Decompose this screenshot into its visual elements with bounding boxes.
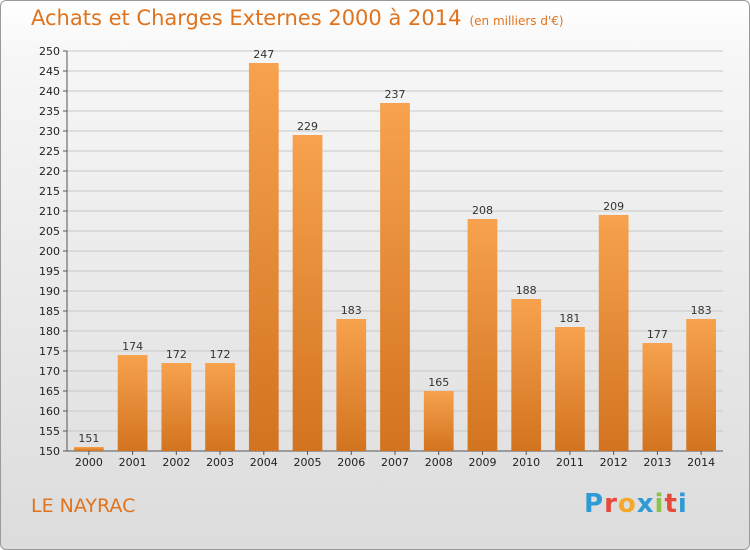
x-tick-label-2003: 2003 — [206, 456, 234, 469]
bar-2012 — [598, 215, 629, 451]
x-tick-label-2004: 2004 — [250, 456, 278, 469]
data-label-2004: 247 — [253, 48, 274, 61]
bar-2004 — [248, 63, 279, 451]
logo-letter: i — [677, 489, 688, 519]
logo-letter: o — [617, 489, 637, 519]
logo-letter: x — [636, 489, 655, 519]
y-tick-label: 215 — [39, 185, 60, 198]
title-unit: (en milliers d'€) — [469, 14, 564, 28]
commune-name: LE NAYRAC — [31, 495, 136, 517]
data-label-2000: 151 — [78, 432, 99, 445]
y-tick-label: 175 — [39, 345, 60, 358]
x-tick-label-2010: 2010 — [512, 456, 540, 469]
logo-letter: P — [584, 489, 605, 519]
y-tick-label: 180 — [39, 325, 60, 338]
y-tick-label: 150 — [39, 445, 60, 458]
logo-letter: t — [664, 489, 678, 519]
y-tick-label: 190 — [39, 285, 60, 298]
proxiti-logo: Proxiti — [584, 489, 688, 519]
data-label-2008: 165 — [428, 376, 449, 389]
x-tick-label-2009: 2009 — [468, 456, 496, 469]
data-label-2009: 208 — [472, 204, 493, 217]
bar-2014 — [686, 319, 717, 451]
title-text: Achats et Charges Externes 2000 à 2014 — [31, 6, 462, 30]
data-label-2014: 183 — [691, 304, 712, 317]
y-tick-label: 225 — [39, 145, 60, 158]
bar-2005 — [292, 135, 323, 451]
bars — [73, 63, 717, 451]
x-tick-label-2002: 2002 — [162, 456, 190, 469]
y-tick-label: 160 — [39, 405, 60, 418]
bar-2009 — [467, 219, 498, 451]
data-label-2006: 183 — [341, 304, 362, 317]
labels: 150 155 160 165 170 175 180 185 190 195 200 205 210 2… — [39, 45, 715, 469]
bar-2008 — [423, 391, 454, 451]
y-tick-label: 195 — [39, 265, 60, 278]
y-tick-label: 220 — [39, 165, 60, 178]
bar-2010 — [511, 299, 542, 451]
x-tick-label-2006: 2006 — [337, 456, 365, 469]
y-tick-label: 250 — [39, 45, 60, 58]
bar-2007 — [380, 103, 410, 451]
x-tick-label-2014: 2014 — [687, 456, 715, 469]
data-label-2002: 172 — [166, 348, 187, 361]
bar-2002 — [161, 363, 192, 451]
data-label-2005: 229 — [297, 120, 318, 133]
x-tick-label-2012: 2012 — [600, 456, 628, 469]
y-tick-label: 240 — [39, 85, 60, 98]
data-label-2011: 181 — [559, 312, 580, 325]
y-tick-label: 185 — [39, 305, 60, 318]
x-tick-label-2013: 2013 — [643, 456, 671, 469]
y-tick-label: 245 — [39, 65, 60, 78]
y-tick-label: 205 — [39, 225, 60, 238]
bar-2000 — [73, 447, 104, 451]
x-tick-label-2005: 2005 — [294, 456, 322, 469]
chart-title: Achats et Charges Externes 2000 à 2014 (e… — [31, 6, 564, 30]
data-label-2007: 237 — [385, 88, 406, 101]
y-tick-label: 155 — [39, 425, 60, 438]
y-tick-label: 230 — [39, 125, 60, 138]
y-tick-label: 170 — [39, 365, 60, 378]
x-tick-label-2001: 2001 — [119, 456, 147, 469]
y-tick-label: 210 — [39, 205, 60, 218]
data-label-2010: 188 — [516, 284, 537, 297]
data-label-2012: 209 — [603, 200, 624, 213]
bar-2001 — [117, 355, 148, 451]
y-tick-label: 235 — [39, 105, 60, 118]
bar-2011 — [555, 327, 585, 451]
x-tick-label-2000: 2000 — [75, 456, 103, 469]
bar-2003 — [205, 363, 235, 451]
y-tick-label: 165 — [39, 385, 60, 398]
bar-2006 — [336, 319, 367, 451]
logo-letter: i — [654, 489, 665, 519]
data-label-2001: 174 — [122, 340, 143, 353]
y-tick-label: 200 — [39, 245, 60, 258]
x-tick-label-2008: 2008 — [425, 456, 453, 469]
data-label-2013: 177 — [647, 328, 668, 341]
logo-letter: r — [604, 489, 618, 519]
bar-2013 — [642, 343, 673, 451]
x-tick-label-2007: 2007 — [381, 456, 409, 469]
data-label-2003: 172 — [210, 348, 231, 361]
x-tick-label-2011: 2011 — [556, 456, 584, 469]
